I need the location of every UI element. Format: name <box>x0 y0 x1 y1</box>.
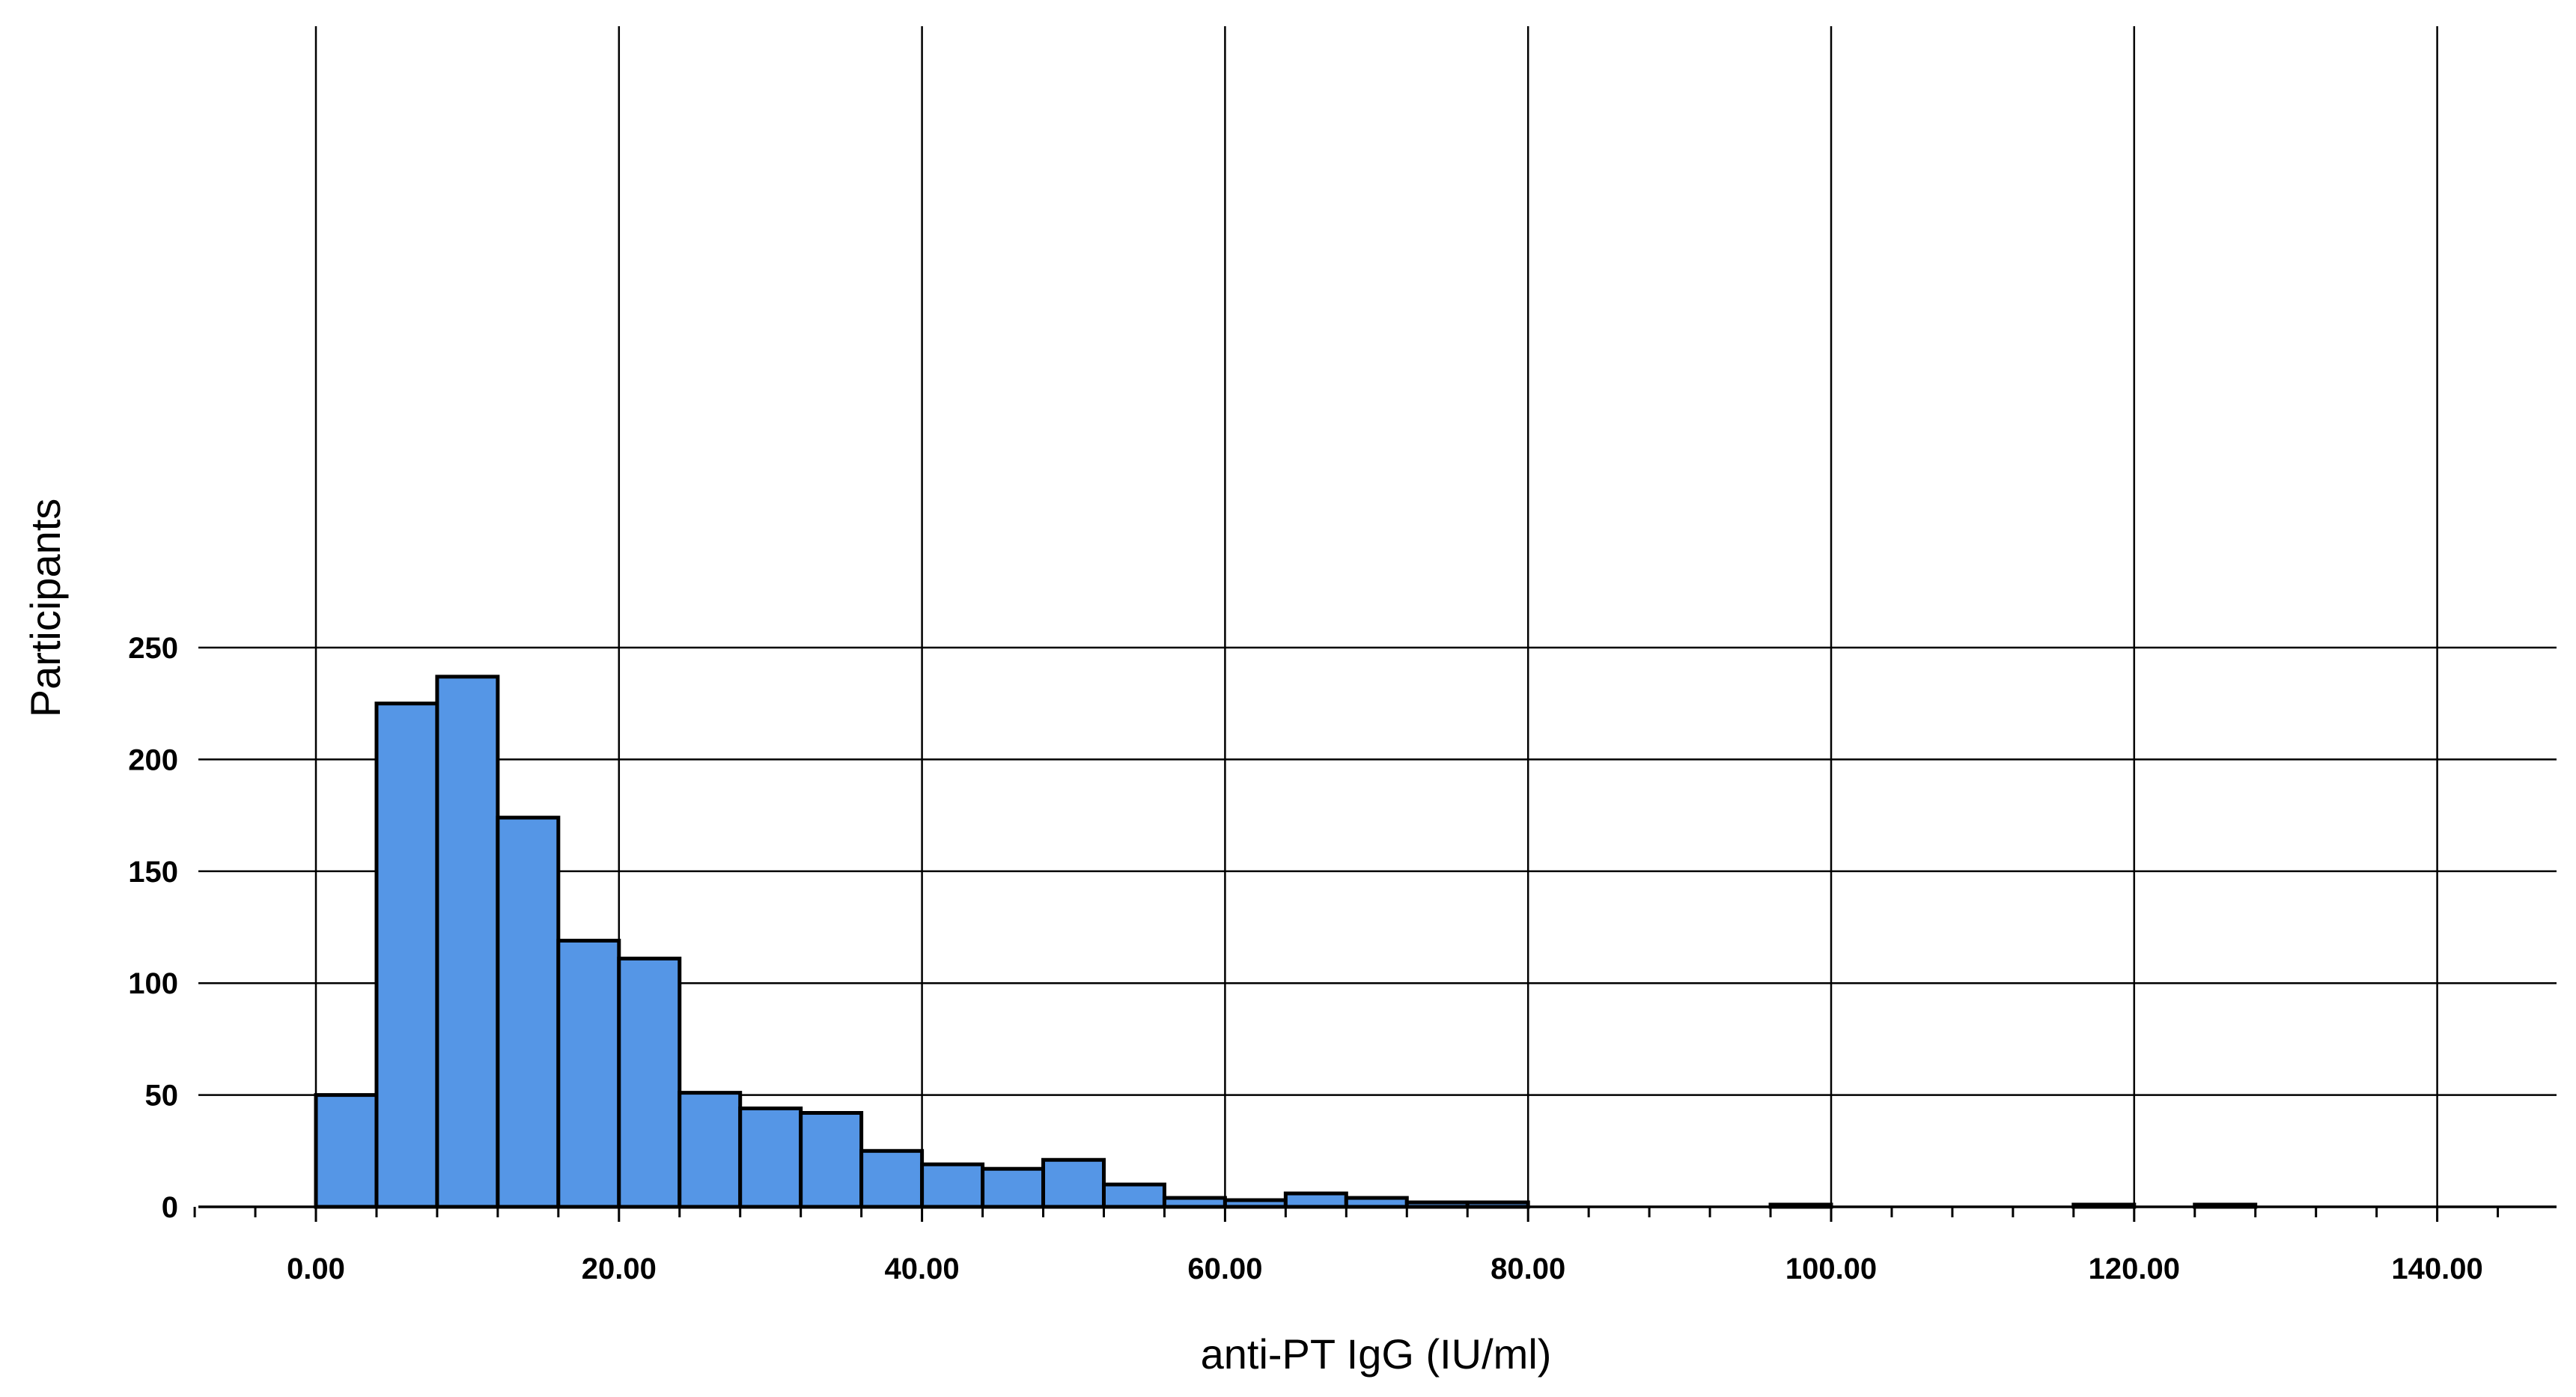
x-tick-label: 40.00 <box>885 1253 960 1285</box>
histogram-bars <box>314 675 2258 1209</box>
histogram-bar <box>1162 1196 1227 1209</box>
x-tick-label: 100.00 <box>1785 1253 1877 1285</box>
y-tick-label: 150 <box>128 856 178 889</box>
y-tick-label: 200 <box>128 743 178 776</box>
histogram-bar <box>738 1107 803 1209</box>
x-tick-label: 140.00 <box>2391 1253 2482 1285</box>
histogram-bar <box>859 1148 925 1209</box>
x-tick-label: 0.00 <box>287 1253 345 1285</box>
y-tick-label: 250 <box>128 632 178 665</box>
y-tick-label: 50 <box>145 1080 179 1113</box>
histogram-bar <box>920 1162 985 1209</box>
x-axis <box>193 1205 2557 1222</box>
y-tick-label: 0 <box>162 1191 178 1224</box>
histogram-bar <box>1344 1196 1409 1209</box>
histogram-bar <box>799 1111 864 1209</box>
histogram-bar <box>678 1091 743 1209</box>
grid-lines <box>198 26 2557 1207</box>
histogram-bar <box>496 815 561 1209</box>
histogram-bar <box>1101 1182 1166 1209</box>
histogram-bar <box>617 956 682 1209</box>
x-tick-label: 60.00 <box>1187 1253 1262 1285</box>
histogram-bar <box>314 1093 379 1209</box>
histogram-bar <box>435 675 500 1209</box>
x-tick-label: 120.00 <box>2089 1253 2180 1285</box>
histogram-bar <box>1283 1191 1348 1209</box>
histogram-bar <box>1041 1157 1106 1209</box>
x-tick-label: 80.00 <box>1491 1253 1565 1285</box>
y-tick-labels: 0 50 100 150 200 250 <box>128 632 178 1224</box>
y-tick-label: 100 <box>128 967 178 1000</box>
histogram-bar <box>374 701 439 1209</box>
x-axis-title: anti-PT IgG (IU/ml) <box>1201 1330 1552 1378</box>
x-tick-labels: 0.00 20.00 40.00 60.00 80.00 100.00 120.00 140.… <box>287 1253 2483 1285</box>
histogram-bar <box>981 1166 1046 1209</box>
y-axis-title: Participants <box>22 499 69 718</box>
histogram-bar <box>556 938 621 1209</box>
x-tick-label: 20.00 <box>582 1253 657 1285</box>
